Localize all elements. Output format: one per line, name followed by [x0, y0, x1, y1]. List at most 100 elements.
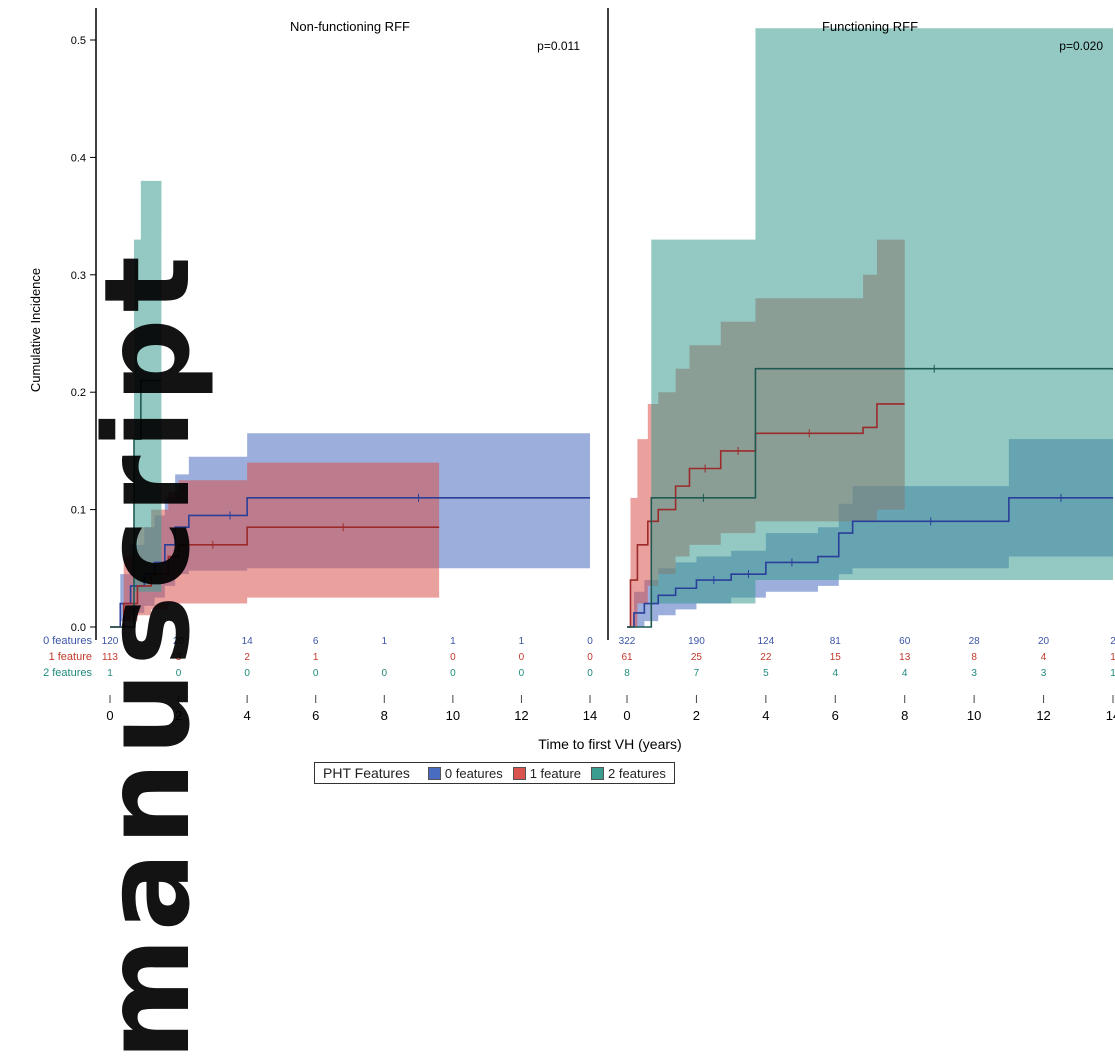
risk-row-label: 1 feature: [49, 651, 92, 663]
x-tick-label: 6: [312, 708, 319, 723]
panel-title-0: Non-functioning RFF: [290, 19, 410, 34]
y-tick-label: 0.3: [71, 270, 86, 282]
risk-count: 1: [382, 636, 388, 647]
risk-count: 0: [450, 668, 456, 679]
risk-count: 1: [450, 636, 456, 647]
risk-count: 2: [244, 652, 250, 663]
legend-label-0: 0 features: [444, 765, 503, 781]
x-tick-label: 10: [967, 708, 981, 723]
risk-count: 120: [102, 636, 119, 647]
km-line-1: [110, 526, 440, 628]
y-tick-label: 0.5: [71, 35, 86, 47]
risk-count: 0: [244, 668, 250, 679]
x-tick-label: 14: [1106, 708, 1115, 723]
risk-count: 5: [763, 668, 769, 679]
x-tick-label: 2: [175, 708, 182, 723]
risk-count: 81: [830, 636, 842, 647]
risk-count: 0: [519, 668, 525, 679]
x-axis-label: Time to first VH (years): [538, 736, 681, 752]
risk-count: 0: [587, 636, 593, 647]
y-axis-label: Cumulative Incidence: [28, 268, 43, 392]
risk-row-label: 2 features: [43, 667, 92, 679]
risk-count: 28: [969, 636, 981, 647]
p-value-0: p=0.011: [537, 39, 580, 53]
x-tick-label: 4: [762, 708, 769, 723]
manuscript-watermark: manuscript: [78, 250, 216, 1060]
risk-count: 25: [691, 652, 703, 663]
legend-item-1: 1 feature: [512, 765, 582, 781]
panel-title-1: Functioning RFF: [822, 19, 918, 34]
risk-count: 3: [1041, 668, 1047, 679]
risk-count: 113: [102, 652, 118, 663]
legend-swatch-2: [591, 766, 605, 780]
y-tick-label: 0.0: [71, 622, 86, 634]
risk-count: 190: [688, 636, 705, 647]
panel-1: Functioning RFFp=0.020024681012143221901…: [619, 19, 1115, 723]
risk-count: 0: [587, 652, 593, 663]
x-tick-label: 8: [381, 708, 388, 723]
p-value-1: p=0.020: [1059, 39, 1103, 53]
y-tick-label: 0.1: [71, 505, 86, 517]
risk-count: 1: [107, 668, 113, 679]
risk-count: 3: [971, 668, 977, 679]
risk-count: 60: [899, 636, 911, 647]
risk-count: 8: [624, 668, 630, 679]
risk-count: 22: [760, 652, 772, 663]
legend-swatch-1: [512, 766, 526, 780]
risk-count: 1: [1110, 652, 1115, 663]
legend-label-1: 1 feature: [529, 765, 582, 781]
risk-count: 1: [1110, 668, 1115, 679]
risk-count: 0: [313, 668, 319, 679]
risk-count: 1: [519, 636, 525, 647]
x-tick-label: 2: [693, 708, 700, 723]
km-line-0: [627, 497, 1113, 628]
x-tick-label: 14: [583, 708, 597, 723]
km-line-1: [627, 403, 905, 628]
risk-count: 13: [899, 652, 911, 663]
risk-count: 0: [519, 652, 525, 663]
km-line-2: [110, 379, 162, 628]
risk-count: 0: [587, 668, 593, 679]
risk-count: 3: [176, 652, 182, 663]
risk-count: 61: [621, 652, 633, 663]
risk-count: 14: [242, 636, 254, 647]
legend: PHT Features 0 features 1 feature 2 feat…: [314, 762, 675, 784]
risk-count: 124: [758, 636, 775, 647]
x-tick-label: 4: [244, 708, 251, 723]
risk-count: 0: [176, 668, 182, 679]
risk-count: 15: [830, 652, 842, 663]
risk-count: 4: [833, 668, 839, 679]
legend-swatch-0: [427, 766, 441, 780]
x-tick-label: 6: [832, 708, 839, 723]
legend-title: PHT Features: [323, 765, 410, 781]
risk-count: 20: [173, 636, 185, 647]
risk-count: 6: [313, 636, 319, 647]
risk-row-label: 0 features: [43, 635, 92, 647]
risk-count: 1: [313, 652, 319, 663]
risk-count: 4: [1041, 652, 1047, 663]
x-tick-label: 12: [1036, 708, 1050, 723]
risk-count: 4: [902, 668, 908, 679]
risk-count: 322: [619, 636, 636, 647]
x-tick-label: 12: [514, 708, 528, 723]
y-tick-label: 0.2: [71, 387, 86, 399]
risk-count: 20: [1038, 636, 1050, 647]
ci-band-2: [110, 180, 162, 627]
risk-count: 0: [382, 668, 388, 679]
ci-band-1: [110, 462, 440, 627]
legend-item-0: 0 features: [427, 765, 503, 781]
x-tick-label: 0: [623, 708, 630, 723]
risk-count: 2: [1110, 636, 1115, 647]
risk-count: 8: [971, 652, 977, 663]
legend-item-2: 2 features: [591, 766, 666, 781]
x-tick-label: 0: [106, 708, 113, 723]
risk-count: 7: [694, 668, 700, 679]
x-tick-label: 8: [901, 708, 908, 723]
legend-label-2: 2 features: [608, 765, 666, 781]
y-tick-label: 0.4: [71, 152, 86, 164]
risk-count: 0: [450, 652, 456, 663]
ci-band-2: [627, 28, 1113, 627]
x-tick-label: 10: [446, 708, 460, 723]
